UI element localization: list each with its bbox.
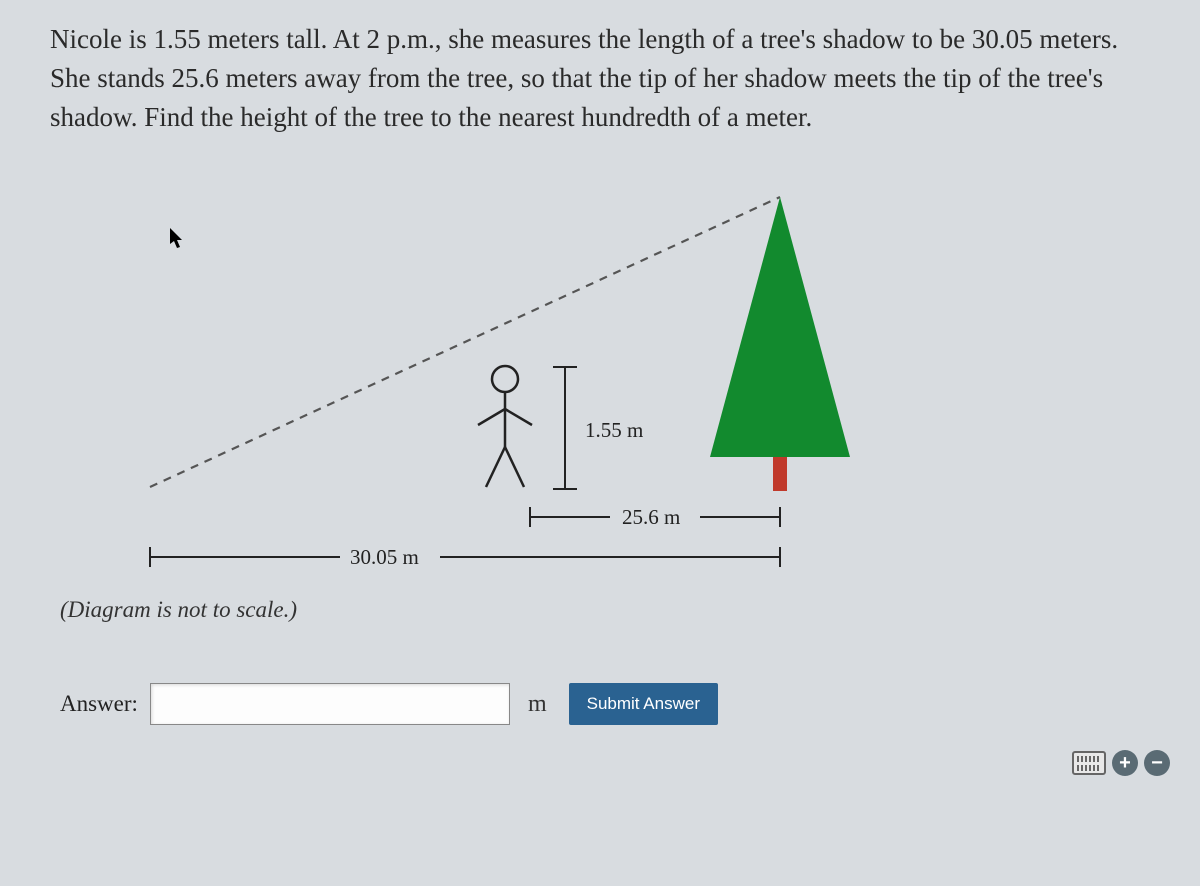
submit-answer-button[interactable]: Submit Answer: [569, 683, 718, 725]
person-tree-label: 25.6 m: [622, 505, 680, 529]
zoom-in-button[interactable]: +: [1112, 750, 1138, 776]
problem-statement: Nicole is 1.55 meters tall. At 2 p.m., s…: [50, 20, 1160, 137]
person-height-dim: [553, 367, 577, 489]
total-shadow-dim: [150, 547, 780, 567]
diagram: 1.55 m 25.6 m 30.05 m: [110, 157, 860, 587]
sun-ray-line: [150, 197, 780, 487]
answer-label: Answer:: [60, 691, 138, 717]
diagram-scale-note: (Diagram is not to scale.): [60, 597, 1160, 623]
keyboard-icon[interactable]: [1072, 751, 1106, 775]
zoom-out-button[interactable]: −: [1144, 750, 1170, 776]
tree-foliage: [710, 197, 850, 457]
tree-trunk: [773, 457, 787, 491]
answer-row: Answer: m Submit Answer: [60, 683, 1160, 725]
answer-input[interactable]: [150, 683, 510, 725]
person-height-label: 1.55 m: [585, 418, 643, 442]
answer-unit: m: [528, 691, 547, 718]
person-figure: [478, 366, 532, 487]
total-shadow-label: 30.05 m: [350, 545, 419, 569]
tool-row: + −: [1072, 750, 1170, 776]
